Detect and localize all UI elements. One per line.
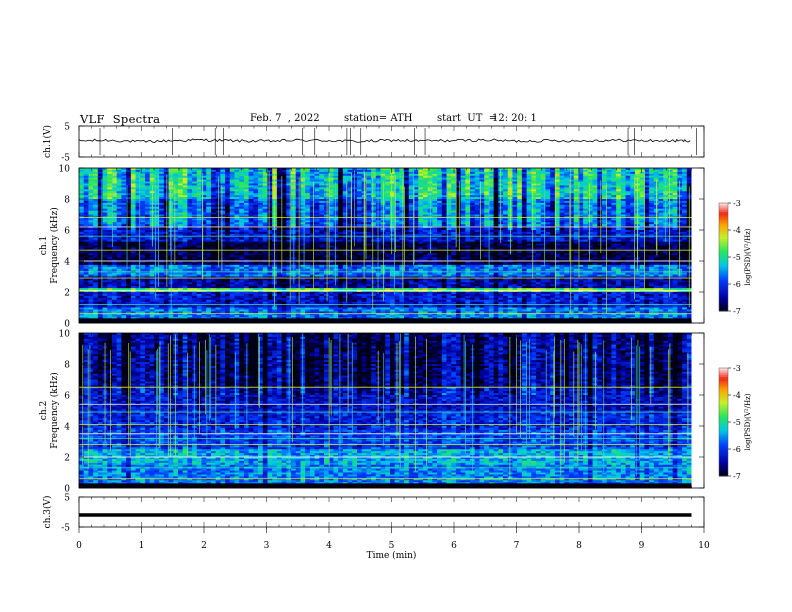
x-axis: 0 1 2 3 4 5 6 7 8 9 10 Time (min) [76,527,710,561]
x-tick-label: 7 [514,541,520,551]
ch1-spectrogram-colorbar-tick: -6 [733,280,741,289]
ch1-spectrogram-colorbar: -3 -4 -5 -6 -7 log(PSD)(V²/Hz) [719,199,752,316]
ch1-spectrogram-y-tick-label: 4 [64,258,70,268]
ch2-spectrogram-colorbar-tick: -5 [733,418,741,427]
x-tick-label: 9 [639,541,645,551]
ch1-spectrogram-colorbar-tick: -4 [733,226,741,235]
ch1-spectrogram-colorbar-tick: -7 [733,307,741,316]
x-tick-label: 10 [698,541,710,551]
ch2-spectrogram-colorbar-tick: -4 [733,391,741,400]
ch2-spectrogram-y-tick-label: 4 [64,423,70,433]
x-tick-label: 3 [264,541,270,551]
ch1-spectrogram-y-axis-label: Frequency (kHz) [49,207,60,284]
ch1-spectrogram-y-tick-label: 8 [64,196,70,206]
ch2-spectrogram-y-tick-label: 8 [64,361,70,371]
ch1-waveform-y-tick-label: 5 [64,123,70,133]
x-tick-label: 6 [451,541,457,551]
ch2-spectrogram-colorbar: -3 -4 -5 -6 -7 log(PSD)(V²/Hz) [719,364,752,481]
ch2-spectrogram-colorbar-tick: -3 [733,364,741,373]
x-tick-label: 4 [326,541,332,551]
ch2-spectrogram-colorbar-label: log(PSD)(V²/Hz) [744,393,752,450]
ch3-waveform-y-tick-label: 5 [64,494,70,504]
ch2-spectrogram-y-axis-label: ch.2 [39,401,49,420]
x-axis-title: Time (min) [367,550,417,561]
ch1-spectrogram-y-tick-label: 6 [64,227,70,237]
ch2-spectrogram-y-axis-label: Frequency (kHz) [49,372,60,449]
x-tick-label: 1 [139,541,145,551]
ch1-waveform-y-tick-label: -5 [61,154,70,164]
ch3-waveform-y-axis-label: ch.3(V) [42,496,53,529]
ch2-spectrogram-y-tick-label: 6 [64,392,70,402]
ch2-spectrogram-colorbar-tick: -7 [733,472,741,481]
ch1-spectrogram-y-tick-label: 0 [64,320,70,330]
ch1-spectrogram-colorbar-label: log(PSD)(V²/Hz) [744,228,752,285]
ch1-waveform-trace [79,139,690,143]
ch1-waveform-y-axis-label: ch.1(V) [42,125,53,158]
x-tick-label: 0 [76,541,82,551]
ch3-waveform-y-tick-label: -5 [61,524,70,534]
ch1-spectrogram-colorbar-tick: -3 [733,199,741,208]
ch2-spectrogram-y-tick-label: 10 [59,330,71,340]
ch1-spectrogram-colorbar-tick: -5 [733,253,741,262]
ch1-spectrogram-y-tick-label: 10 [59,165,71,175]
ch2-spectrogram-y-tick-label: 2 [64,454,70,464]
ch1-spectrogram-panel: 0 2 4 6 8 10 ch.1 Frequency (kHz) [39,165,704,330]
ch1-waveform-panel: 5 -5 ch.1(V) [42,123,704,164]
x-tick-label: 2 [201,541,207,551]
ch1-spectrogram-y-axis-label: ch.1 [39,236,49,255]
ch2-spectrogram-colorbar-tick: -6 [733,445,741,454]
x-tick-label: 5 [389,541,395,551]
x-tick-label: 8 [576,541,582,551]
ch1-spectrogram-y-tick-label: 2 [64,289,70,299]
